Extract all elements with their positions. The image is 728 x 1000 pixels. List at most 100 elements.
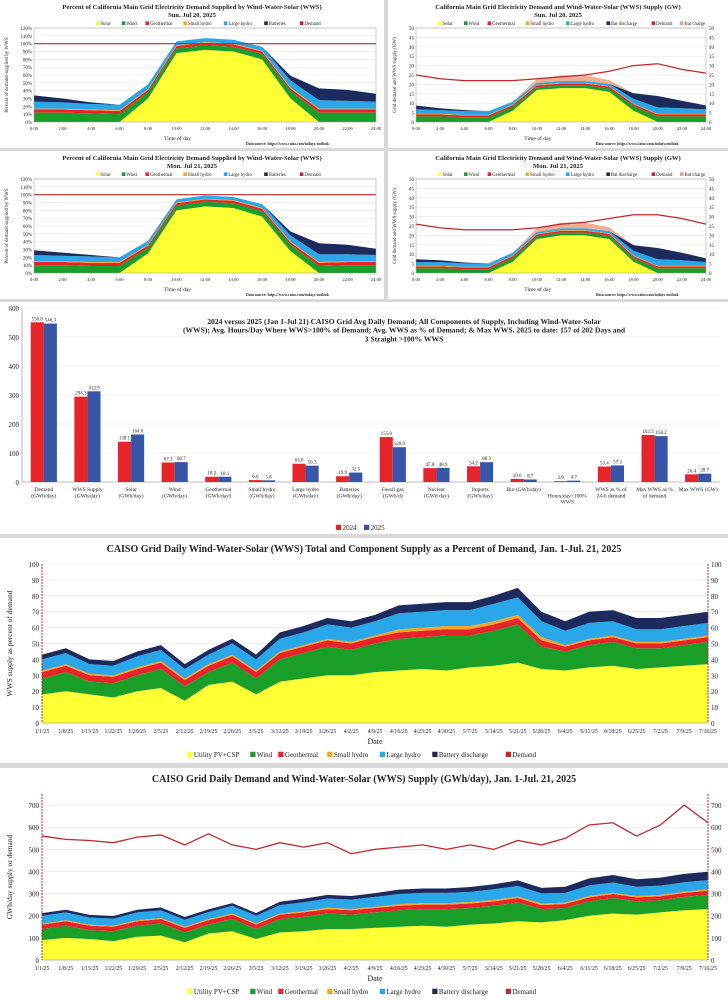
- area-large-hydro: [42, 880, 708, 927]
- area-batteries: [34, 195, 376, 258]
- x-tick-label: WWS: [561, 500, 574, 506]
- x-tick-label: (GWh/day): [249, 492, 274, 499]
- data-label: 68.7: [177, 457, 186, 462]
- x-tick-label: 1/1/25: [35, 966, 50, 972]
- bar-2025: [43, 323, 57, 482]
- x-tick-label: 4/30/25: [437, 966, 455, 972]
- x-tick-label: 6/11/25: [580, 966, 598, 972]
- legend-label: Demand: [304, 22, 321, 27]
- x-tick-label: of demand: [643, 492, 667, 499]
- x-tick-label: 16:00: [257, 277, 268, 282]
- data-label: 164.0: [132, 429, 144, 434]
- legend-swatch: [145, 21, 149, 25]
- y-tick-label: 20: [409, 234, 415, 239]
- x-tick-label: 5/21/25: [509, 966, 527, 972]
- x-tick-label: 0:00: [412, 126, 421, 131]
- x-tick-label: Fossil gas: [382, 487, 404, 493]
- x-tick-label: 14:00: [580, 126, 591, 131]
- legend-label: Large hydro: [571, 173, 595, 178]
- y2-tick-label: 600: [711, 824, 722, 832]
- legend-swatch: [327, 751, 333, 757]
- divider: [0, 299, 728, 302]
- y2-tick-label: 0: [709, 272, 712, 277]
- y-tick-label: 0%: [25, 272, 32, 277]
- y-axis-label: Percent of demand supplied by WWS: [5, 37, 10, 113]
- y-tick-label: 50%: [23, 82, 32, 87]
- bar-2025: [610, 465, 625, 482]
- legend-label: Solar: [100, 173, 111, 178]
- y-tick-label: 120%: [20, 27, 32, 32]
- x-tick-label: 4/30/25: [437, 729, 455, 735]
- x-tick-label: 4:00: [87, 277, 96, 282]
- legend-label: Geothermal: [150, 173, 173, 178]
- legend-label: Large hydro: [386, 988, 421, 996]
- y-tick-label: 5: [412, 263, 415, 268]
- x-tick-label: 0:00: [412, 277, 421, 282]
- legend-label: Bat discharge: [611, 173, 637, 178]
- legend-swatch: [336, 524, 342, 530]
- y2-tick-label: 10: [711, 704, 719, 712]
- data-label: 63.0: [295, 459, 304, 464]
- y-tick-label: 100: [29, 935, 40, 943]
- area-wind: [34, 45, 376, 122]
- y2-tick-label: 30: [709, 216, 715, 221]
- y-tick-label: 60%: [23, 225, 32, 230]
- y-tick-label: 30: [409, 216, 415, 221]
- area-solar: [34, 206, 376, 273]
- data-label: 67.3: [164, 457, 173, 462]
- legend-swatch: [95, 172, 100, 176]
- x-axis-label: Time of day: [164, 135, 191, 142]
- area-wind: [42, 894, 708, 943]
- data-label: 6.6: [252, 475, 259, 480]
- y-tick-label: 600: [29, 824, 40, 832]
- x-axis-label: Date: [367, 974, 383, 983]
- x-tick-label: 14:00: [228, 126, 239, 131]
- y2-tick-label: 300: [711, 891, 722, 899]
- y2-tick-label: 25: [709, 74, 715, 79]
- bar-2025: [480, 462, 494, 482]
- legend-swatch: [379, 988, 385, 994]
- x-tick-label: 4:00: [460, 277, 469, 282]
- y-tick-label: 90%: [23, 51, 32, 56]
- legend-label: 2024: [343, 524, 358, 532]
- x-tick-label: 8:00: [509, 126, 518, 131]
- legend-label: Geothermal: [150, 22, 173, 27]
- x-tick-label: 20:00: [653, 277, 664, 282]
- legend-swatch: [145, 172, 149, 176]
- x-tick-label: 4/9/25: [368, 729, 383, 735]
- legend-swatch: [264, 21, 268, 25]
- y-tick-label: 100%: [20, 43, 32, 48]
- y-tick-label: 300: [9, 392, 20, 400]
- legend-swatch: [606, 21, 610, 25]
- x-tick-label: 24:00: [701, 126, 712, 131]
- x-axis-label: Time of day: [164, 286, 191, 293]
- x-tick-label: Geothermal: [205, 487, 231, 493]
- y-tick-label: 60%: [23, 74, 32, 79]
- x-tick-label: 3/19/25: [295, 966, 313, 972]
- legend-label: Demand: [512, 751, 536, 759]
- y-tick-label: 40: [32, 656, 40, 664]
- x-tick-label: 16:00: [257, 126, 268, 131]
- legend-swatch: [438, 21, 442, 25]
- chart-subtitle: Sun. Jul 20, 2025: [534, 12, 583, 19]
- x-tick-label: 7/9/25: [677, 966, 692, 972]
- y-tick-label: 0: [16, 479, 20, 487]
- y-tick-label: 0: [412, 121, 415, 126]
- x-tick-label: 4/2/25: [344, 729, 359, 735]
- divider: [0, 534, 728, 538]
- legend-swatch: [264, 172, 268, 176]
- y2-tick-label: 40: [709, 197, 715, 202]
- legend-label: Bat charge: [685, 22, 706, 27]
- legend-label: Batteries: [269, 22, 286, 27]
- divider: [0, 763, 728, 768]
- x-tick-label: 10:00: [532, 126, 543, 131]
- x-tick-label: 2:00: [436, 126, 445, 131]
- x-tick-label: Max WWS as %: [636, 487, 673, 493]
- x-tick-label: 12:00: [200, 126, 211, 131]
- data-label: 32.5: [351, 468, 360, 473]
- y2-tick-label: 35: [709, 55, 715, 60]
- area-battery-discharge: [42, 587, 708, 669]
- x-tick-label: 20:00: [314, 277, 325, 282]
- plot-frame: [415, 178, 707, 274]
- y-tick-label: 90: [32, 577, 40, 585]
